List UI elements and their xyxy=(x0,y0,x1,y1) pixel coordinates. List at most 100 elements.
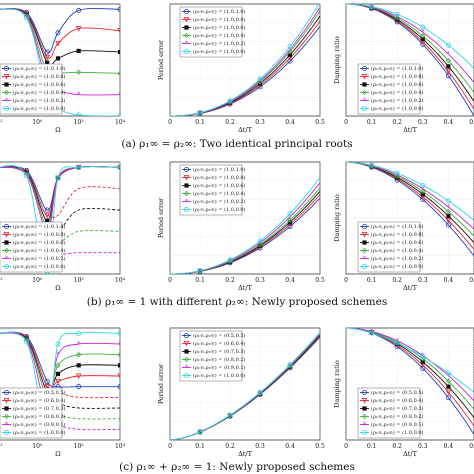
legend-marker: * xyxy=(363,98,366,105)
data-point xyxy=(55,341,61,347)
data-point xyxy=(76,48,81,54)
data-point xyxy=(24,170,29,175)
legend-marker xyxy=(183,166,189,172)
data-point: * xyxy=(396,338,399,345)
x-tick-label: 10² xyxy=(74,443,85,450)
data-point xyxy=(257,390,263,396)
data-point xyxy=(117,6,120,12)
legend-entry: (ρ₁∞,ρ₂∞) = (1.0,0.4) xyxy=(193,190,246,197)
x-tick-label: 10⁻² xyxy=(0,443,3,450)
legend-box xyxy=(357,63,421,115)
x-tick-label: 0 xyxy=(168,443,172,450)
data-point: * xyxy=(370,163,373,170)
caption-b: (b) ρ₁∞ = 1 with different ρ₂∞: Newly pr… xyxy=(87,296,387,308)
legend-entry: (ρ₁∞,ρ₂∞) = (1.0,0.0) xyxy=(371,429,424,436)
data-point xyxy=(445,208,452,215)
data-point: * xyxy=(229,258,232,265)
legend: (ρ₁∞,ρ₂∞) = (1.0,1.0)(ρ₁∞,ρ₂∞) = (1.0,0.… xyxy=(357,221,424,273)
legend-marker xyxy=(361,74,368,80)
legend-marker xyxy=(4,389,9,395)
x-axis-label: Δt/T xyxy=(403,126,417,134)
legend-entry: (ρ₁∞,ρ₂∞) = (1.0,1.0) xyxy=(371,65,424,72)
data-point xyxy=(445,370,451,376)
series-line xyxy=(0,7,120,53)
legend-entry: (ρ₁∞,ρ₂∞) = (0.6,0.4) xyxy=(13,397,66,404)
data-point xyxy=(395,17,400,22)
data-point xyxy=(445,68,452,75)
data-point xyxy=(55,362,61,368)
y-axis-label: Damping ratio xyxy=(333,360,341,408)
legend: (ρ₁∞,ρ₂∞) = (0.5,0.5)(ρ₁∞,ρ₂∞) = (0.6,0.… xyxy=(179,330,246,382)
data-point xyxy=(420,359,425,365)
legend-entry: (ρ₁∞,ρ₂∞) = (1.0,0.8) xyxy=(13,73,66,80)
legend-entry: (ρ₁∞,ρ₂∞) = (1.0,0.2) xyxy=(371,255,424,262)
data-point xyxy=(445,395,451,401)
legend-marker xyxy=(183,49,189,55)
legend-marker xyxy=(4,106,9,112)
x-tick-label: 0 xyxy=(168,119,172,126)
data-point xyxy=(44,378,50,384)
legend-box xyxy=(179,164,243,216)
legend-entry: (ρ₁∞,ρ₂∞) = (1.0,0.2) xyxy=(193,198,246,205)
data-point: * xyxy=(447,204,450,211)
data-point xyxy=(76,352,82,358)
series-line xyxy=(346,328,474,402)
data-point: * xyxy=(119,341,122,348)
legend-entry: (ρ₁∞,ρ₂∞) = (1.0,0.0) xyxy=(13,429,66,436)
legend: (ρ₁∞,ρ₂∞) = (1.0,1.0)(ρ₁∞,ρ₂∞) = (1.0,0.… xyxy=(179,164,246,216)
series-group: **** xyxy=(170,177,320,274)
legend-marker xyxy=(362,406,367,411)
x-tick-label: 10⁰ xyxy=(32,277,43,284)
x-tick-label: 10⁰ xyxy=(32,119,43,126)
x-tick-label: 10⁻² xyxy=(0,119,3,126)
x-tick-label: 0.2 xyxy=(225,277,235,284)
x-tick-label: 0.1 xyxy=(367,277,377,284)
series-line xyxy=(346,328,474,393)
series-line xyxy=(0,8,120,59)
x-tick-label: 10⁴ xyxy=(115,119,126,126)
legend-marker xyxy=(183,332,189,338)
legend-entry: (ρ₁∞,ρ₂∞) = (1.0,0.6) xyxy=(193,24,246,31)
legend-marker: * xyxy=(5,422,8,429)
x-tick-label: 0.4 xyxy=(285,443,295,450)
data-point xyxy=(257,238,263,244)
x-tick-label: 0.5 xyxy=(469,443,474,450)
legend-marker xyxy=(4,429,9,435)
legend: (ρ₁∞,ρ₂∞) = (1.0,1.0)(ρ₁∞,ρ₂∞) = (1.0,0.… xyxy=(0,221,66,273)
legend: (ρ₁∞,ρ₂∞) = (0.5,0.5)(ρ₁∞,ρ₂∞) = (0.6,0.… xyxy=(0,387,66,439)
x-tick-label: 0.5 xyxy=(315,443,325,450)
y-axis-label: Period error xyxy=(157,39,165,80)
data-point xyxy=(197,429,203,435)
legend-marker: * xyxy=(185,365,188,372)
legend-marker xyxy=(4,240,9,245)
legend-marker xyxy=(4,82,9,87)
x-tick-label: 0.3 xyxy=(418,119,428,126)
legend-marker xyxy=(183,356,190,363)
data-point xyxy=(44,54,50,61)
x-tick-label: 0.5 xyxy=(469,119,474,126)
legend-entry: (ρ₁∞,ρ₂∞) = (1.0,0.6) xyxy=(193,182,246,189)
data-point xyxy=(75,26,82,32)
data-point xyxy=(117,164,120,170)
data-point xyxy=(446,384,451,389)
data-point xyxy=(287,58,293,64)
legend-box xyxy=(0,63,63,115)
x-tick-label: 0.5 xyxy=(315,119,325,126)
data-point xyxy=(395,341,400,346)
legend-entry: (ρ₁∞,ρ₂∞) = (0.8,0.2) xyxy=(13,413,66,420)
legend-marker xyxy=(183,16,190,23)
legend-marker xyxy=(361,263,367,269)
legend-marker xyxy=(183,340,190,347)
legend-entry: (ρ₁∞,ρ₂∞) = (1.0,0.0) xyxy=(13,105,66,112)
legend-entry: (ρ₁∞,ρ₂∞) = (0.9,0.1) xyxy=(13,421,66,428)
legend-marker xyxy=(183,372,189,378)
legend-entry: (ρ₁∞,ρ₂∞) = (1.0,0.0) xyxy=(371,263,424,270)
data-point xyxy=(369,4,375,10)
data-point xyxy=(117,363,120,368)
x-tick-label: 0.3 xyxy=(418,277,428,284)
x-tick-label: 0.4 xyxy=(444,119,454,126)
legend-marker xyxy=(184,349,189,354)
